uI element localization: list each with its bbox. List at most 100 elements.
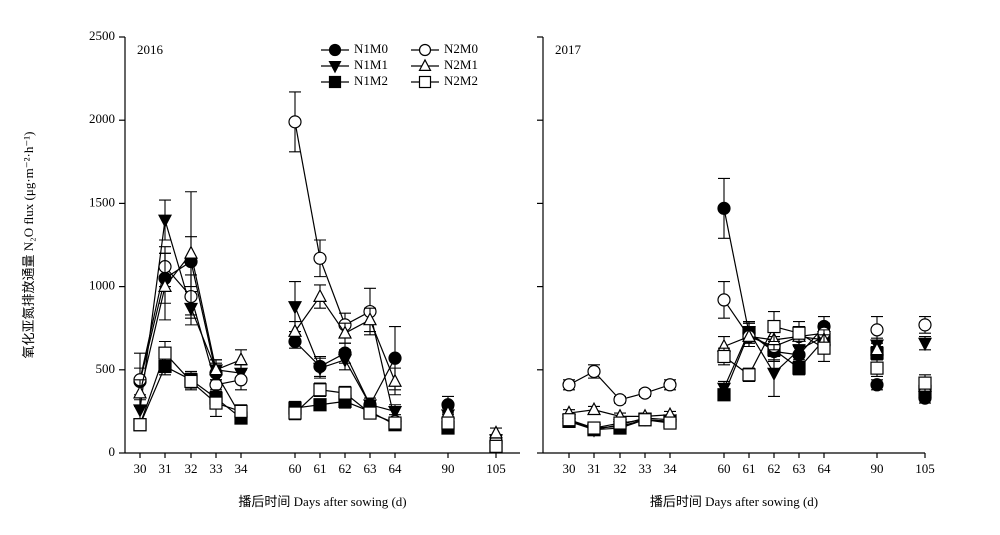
marker xyxy=(918,337,932,352)
marker xyxy=(489,439,503,453)
marker xyxy=(184,374,198,389)
marker xyxy=(663,416,677,430)
marker xyxy=(338,325,352,339)
y-tick-label: 2000 xyxy=(89,111,115,126)
marker xyxy=(418,43,432,57)
x-tick-label: 62 xyxy=(768,461,781,476)
marker xyxy=(562,413,576,427)
legend-label: N1M2 xyxy=(354,73,388,88)
panel-title: 2016 xyxy=(137,42,164,57)
marker xyxy=(613,416,627,430)
x-tick-label: 60 xyxy=(718,461,731,476)
x-tick-label: 60 xyxy=(289,461,302,476)
x-tick-label: 31 xyxy=(588,461,601,476)
y-tick-label: 1500 xyxy=(89,194,115,209)
legend-label: N2M1 xyxy=(444,57,478,72)
legend-label: N2M0 xyxy=(444,41,478,56)
marker xyxy=(792,361,806,375)
marker xyxy=(418,75,432,89)
marker xyxy=(288,406,302,420)
marker xyxy=(870,341,884,356)
marker xyxy=(288,301,302,315)
marker xyxy=(158,214,172,228)
marker xyxy=(209,396,223,410)
series-line xyxy=(294,121,396,422)
marker xyxy=(338,354,352,368)
y-tick-label: 2500 xyxy=(89,28,115,43)
y-axis-label: 氧化亚氮排放通量 N₂O flux (μg·m⁻²·h⁻¹) xyxy=(21,132,36,359)
marker xyxy=(792,326,806,340)
panel-title: 2017 xyxy=(555,42,582,57)
marker xyxy=(918,376,932,390)
marker xyxy=(328,43,342,57)
marker xyxy=(587,401,601,416)
x-tick-label: 32 xyxy=(185,461,198,476)
marker xyxy=(388,416,402,430)
x-tick-label: 64 xyxy=(389,461,403,476)
marker xyxy=(363,406,377,420)
marker xyxy=(742,368,756,382)
marker xyxy=(817,341,831,355)
marker xyxy=(133,418,147,432)
x-axis-label: 播后时间 Days after sowing (d) xyxy=(238,494,406,509)
marker xyxy=(288,323,302,337)
marker xyxy=(663,378,677,392)
legend-label: N1M0 xyxy=(354,41,388,56)
marker xyxy=(587,421,601,435)
marker xyxy=(313,383,327,397)
marker xyxy=(234,351,248,366)
marker xyxy=(742,328,756,342)
legend-label: N2M2 xyxy=(444,73,478,88)
marker xyxy=(133,385,147,399)
marker xyxy=(489,425,503,439)
marker xyxy=(870,361,884,375)
marker xyxy=(388,351,402,365)
marker xyxy=(388,373,402,387)
marker xyxy=(209,378,223,392)
marker xyxy=(184,245,198,259)
marker xyxy=(562,378,576,392)
x-tick-label: 34 xyxy=(235,461,249,476)
y-tick-label: 500 xyxy=(96,361,116,376)
marker xyxy=(870,378,884,392)
x-tick-label: 30 xyxy=(563,461,576,476)
marker xyxy=(313,362,327,377)
marker xyxy=(918,318,932,332)
x-tick-label: 31 xyxy=(159,461,172,476)
y-tick-label: 1000 xyxy=(89,278,115,293)
marker xyxy=(313,251,327,265)
marker xyxy=(328,75,342,89)
marker xyxy=(158,346,172,360)
marker xyxy=(363,311,377,326)
marker xyxy=(717,388,731,402)
x-tick-label: 61 xyxy=(743,461,756,476)
x-tick-label: 63 xyxy=(364,461,377,476)
x-tick-label: 30 xyxy=(134,461,147,476)
marker xyxy=(717,201,731,215)
marker xyxy=(717,293,731,307)
x-tick-label: 63 xyxy=(793,461,806,476)
marker xyxy=(870,323,884,337)
marker xyxy=(767,367,781,382)
marker xyxy=(328,60,342,74)
marker xyxy=(234,373,248,387)
marker xyxy=(441,416,455,430)
x-axis-label: 播后时间 Days after sowing (d) xyxy=(650,494,818,509)
marker xyxy=(209,361,223,376)
marker xyxy=(418,58,432,72)
marker xyxy=(638,413,652,427)
x-tick-label: 32 xyxy=(614,461,627,476)
marker xyxy=(338,386,352,400)
marker xyxy=(767,319,781,334)
x-tick-label: 90 xyxy=(442,461,455,476)
x-tick-label: 34 xyxy=(664,461,678,476)
marker xyxy=(613,393,627,407)
marker xyxy=(288,115,302,129)
marker xyxy=(234,404,248,418)
x-tick-label: 105 xyxy=(486,461,506,476)
marker xyxy=(587,364,601,379)
x-tick-label: 90 xyxy=(871,461,884,476)
marker xyxy=(313,288,327,302)
x-tick-label: 33 xyxy=(210,461,223,476)
